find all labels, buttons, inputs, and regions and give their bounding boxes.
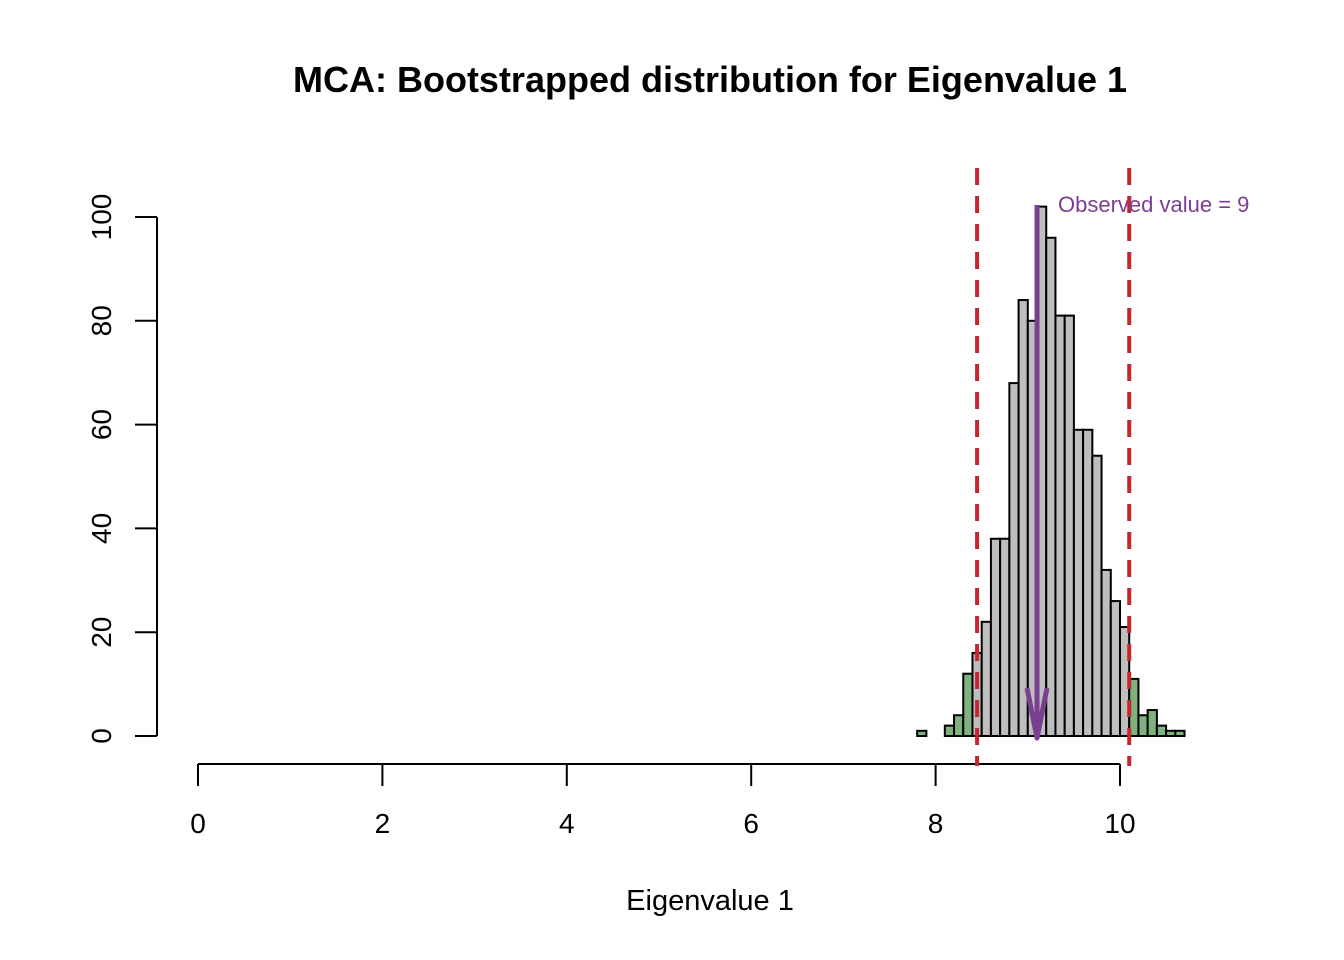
histogram-bar: [1137, 714, 1149, 737]
histogram-bar: [1109, 600, 1122, 737]
histogram-bar: [1146, 709, 1158, 737]
histogram-bar: [1008, 382, 1020, 737]
x-axis: 0 2 4 6 8 10: [190, 763, 1136, 839]
histogram-bar: [989, 537, 1002, 738]
observed-arrow-head: [1024, 687, 1050, 741]
x-axis-label: Eigenvalue 1: [626, 885, 794, 917]
histogram-bar: [953, 714, 965, 737]
y-tick-label: 0: [86, 728, 117, 744]
histogram-bar: [1045, 236, 1057, 737]
histogram-bar: [962, 672, 974, 737]
x-tick-label: 2: [375, 808, 391, 839]
y-tick-label: 40: [86, 513, 117, 544]
histogram-bar: [1017, 299, 1029, 737]
histogram-bar: [1091, 454, 1103, 737]
histogram-bar: [1165, 729, 1177, 737]
histogram-bars: [916, 205, 1186, 738]
x-tick-label: 8: [928, 808, 944, 839]
histogram-bar: [999, 537, 1011, 738]
x-tick-label: 4: [559, 808, 575, 839]
histogram-bar: [1082, 428, 1094, 737]
y-tick-label: 100: [86, 194, 117, 241]
observed-value-label: Observed value = 9: [1058, 192, 1249, 217]
y-tick-label: 80: [86, 305, 117, 336]
histogram-bar: [1063, 314, 1075, 737]
histogram-bar: [1100, 568, 1112, 737]
histogram-bar: [1072, 428, 1085, 737]
histogram-bar: [1174, 729, 1186, 737]
histogram-bar: [980, 620, 992, 738]
y-tick-label: 60: [86, 409, 117, 440]
annotations: Observed value = 9: [975, 168, 1249, 766]
x-tick-label: 6: [743, 808, 759, 839]
histogram-bar: [971, 651, 983, 738]
histogram-bar: [943, 724, 956, 737]
y-axis: 0 20 40 60 80 100: [86, 194, 158, 744]
chart-title: MCA: Bootstrapped distribution for Eigen…: [293, 59, 1127, 100]
x-tick-label: 10: [1104, 808, 1135, 839]
x-tick-label: 0: [190, 808, 206, 839]
histogram-bar: [1155, 724, 1168, 737]
histogram-bar: [916, 729, 928, 737]
y-tick-label: 20: [86, 617, 117, 648]
histogram-bar: [1054, 314, 1066, 737]
